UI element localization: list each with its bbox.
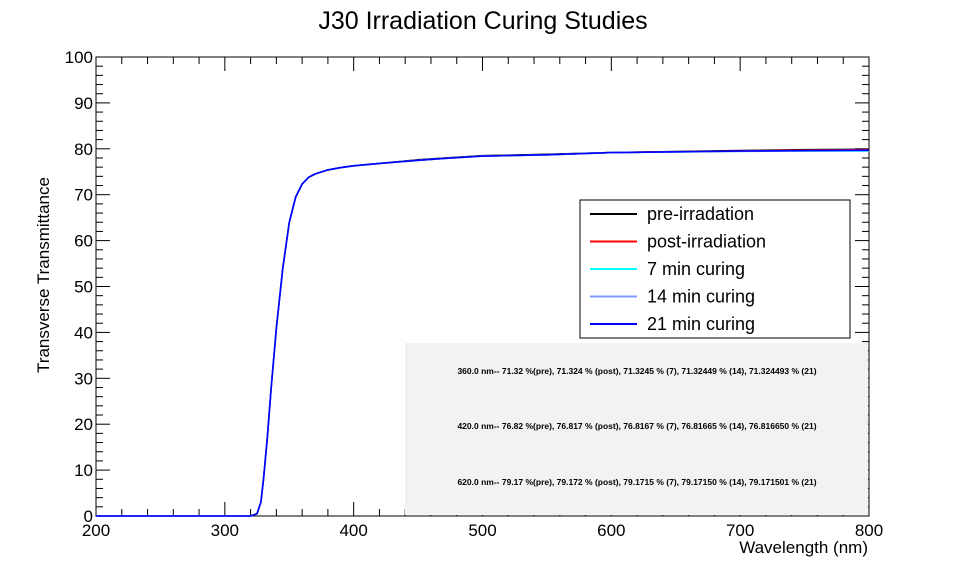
- y-tick-label: 40: [74, 323, 93, 342]
- x-tick-label: 500: [468, 521, 496, 540]
- x-axis-title: Wavelength (nm): [739, 538, 868, 557]
- y-tick-label: 60: [74, 232, 93, 251]
- annotation-line-3: 620.0 nm-- 79.17 %(pre), 79.172 % (post)…: [457, 477, 816, 487]
- y-tick-label: 100: [65, 48, 93, 67]
- y-tick-label: 90: [74, 94, 93, 113]
- y-tick-label: 10: [74, 461, 93, 480]
- x-tick-label: 300: [211, 521, 239, 540]
- y-tick-label: 20: [74, 415, 93, 434]
- x-tick-label: 200: [82, 521, 110, 540]
- tick-labels: 200 300 400 500 600 700 800 0 10 20 30 40 50 60 70 80 90…: [65, 48, 884, 540]
- y-tick-label: 30: [74, 369, 93, 388]
- chart-title: J30 Irradiation Curing Studies: [318, 7, 647, 35]
- legend-label-5: 21 min curing: [647, 314, 755, 334]
- series-line-5: [96, 149, 870, 517]
- y-tick-label: 0: [84, 507, 93, 526]
- x-tick-label: 800: [855, 521, 883, 540]
- legend-label-1: pre-irradation: [647, 204, 754, 224]
- legend-label-2: post-irradiation: [647, 232, 766, 252]
- annotation-box: 360.0 nm-- 71.32 %(pre), 71.324 % (post)…: [405, 343, 868, 515]
- series-layer: [96, 148, 870, 517]
- y-axis-title: Transverse Transmittance: [34, 177, 53, 373]
- x-tick-label: 400: [339, 521, 367, 540]
- x-tick-label: 600: [597, 521, 625, 540]
- legend-label-3: 7 min curing: [647, 259, 745, 279]
- annotation-line-1: 360.0 nm-- 71.32 %(pre), 71.324 % (post)…: [457, 366, 816, 376]
- annotation-background: [405, 343, 868, 515]
- annotation-line-2: 420.0 nm-- 76.82 %(pre), 76.817 % (post)…: [457, 421, 816, 431]
- legend-label-4: 14 min curing: [647, 287, 755, 307]
- x-tick-label: 700: [726, 521, 754, 540]
- y-tick-label: 50: [74, 278, 93, 297]
- legend: pre-irradation post-irradiation 7 min curi…: [579, 199, 851, 339]
- y-tick-label: 80: [74, 140, 93, 159]
- y-tick-label: 70: [74, 186, 93, 205]
